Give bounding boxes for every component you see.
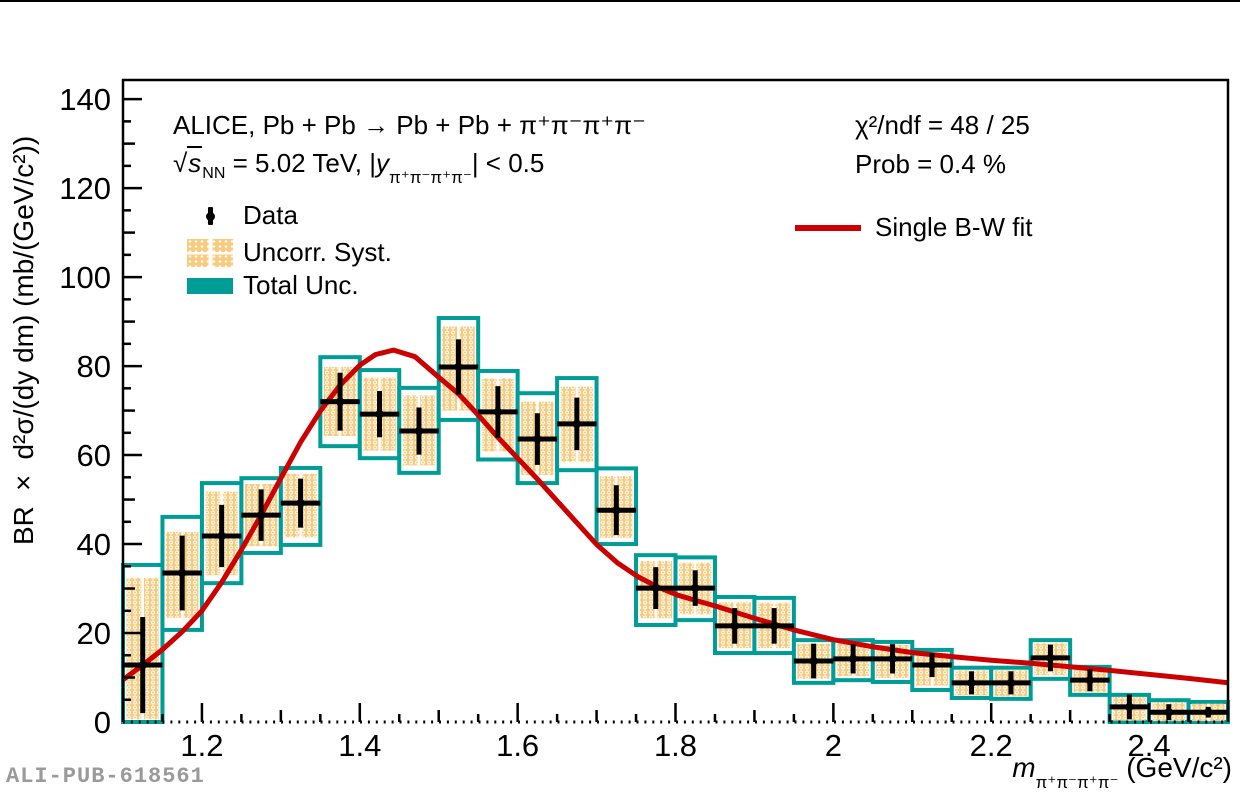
data-marker (927, 660, 937, 670)
data-marker (848, 654, 858, 664)
plot-frame (121, 78, 1230, 722)
data-marker (177, 568, 187, 578)
x-title-subscript: π⁺π⁻π⁺π⁻ (1035, 773, 1119, 792)
y-axis-title: BR × d²σ/(dy dm) (mb/(GeV/c²)) (8, 135, 39, 545)
uncorr-syst-box-icon (187, 238, 233, 267)
data-marker (335, 397, 345, 406)
data-marker (296, 498, 305, 508)
data-marker (493, 407, 503, 417)
x-title-symbol: m (1012, 752, 1036, 783)
y-tick-label: 100 (59, 260, 111, 295)
x-tick-label: 1.2 (180, 728, 223, 763)
sqrt-s: s (187, 146, 203, 178)
data-marker (533, 434, 542, 444)
x-tick-label: 2 (825, 728, 842, 763)
data-marker (256, 510, 266, 520)
data-points (123, 339, 1228, 721)
x-tick-label: 1.6 (496, 728, 539, 763)
annotation-reaction: ALICE, Pb + Pb → Pb + Pb + π⁺π⁻π⁺π⁻ (173, 110, 646, 140)
data-marker (730, 621, 739, 631)
fit-line-icon (795, 224, 861, 231)
legend-item-data: Data (187, 200, 298, 231)
data-marker (1085, 675, 1095, 685)
data-marker (414, 426, 424, 436)
rapidity-symbol: y (376, 148, 389, 178)
legend-total-label: Total Unc. (243, 270, 359, 300)
y-tick-label: 140 (59, 82, 111, 117)
uncertainty-boxes (121, 316, 1231, 725)
sqrt-sign: √ (173, 148, 188, 178)
rapidity-cut: | < 0.5 (471, 148, 545, 178)
chi2-text: χ²/ndf = 48 / 25 (855, 110, 1030, 140)
y-tick-label: 60 (77, 438, 111, 473)
y-tick-label: 20 (77, 616, 111, 651)
x-tick-label: 1.8 (654, 728, 697, 763)
data-marker (572, 419, 582, 429)
data-marker (217, 531, 226, 541)
legend-item-total: Total Unc. (187, 270, 359, 301)
prob-text: Prob = 0.4 % (855, 149, 1007, 179)
data-marker (1006, 678, 1016, 688)
legend-fit-label: Single B-W fit (875, 212, 1033, 242)
watermark-label: ALI-PUB-618561 (6, 764, 205, 789)
total-unc-box-icon (187, 277, 233, 294)
legend-item-fit: Single B-W fit (795, 212, 1033, 243)
data-marker (454, 362, 463, 372)
x-tick-label: 2.4 (1128, 728, 1171, 763)
legend-syst-label: Uncorr. Syst. (243, 237, 392, 267)
data-marker (651, 583, 660, 593)
data-marker (1125, 702, 1134, 712)
y-tick-label: 40 (77, 527, 111, 562)
x-tick-label: 2.2 (970, 728, 1013, 763)
canvas-top-border (0, 0, 1240, 2)
data-marker (1046, 653, 1055, 663)
data-marker (691, 583, 700, 593)
axes: 1.2 1.4 1.6 1.8 2 2.2 2.4 0 20 40 60 80 100 120 140 (59, 78, 1230, 763)
fit-curve-group (123, 347, 1228, 686)
rapidity-subscript: π⁺π⁻π⁺π⁻ (389, 168, 472, 187)
data-marker (809, 656, 818, 666)
x-title-unit: (GeV/c²) (1118, 752, 1232, 783)
y-tick-label: 120 (59, 171, 111, 206)
legend-data-label: Data (243, 200, 298, 230)
annotation-energy: √sNN = 5.02 TeV, |yπ⁺π⁻π⁺π⁻| < 0.5 (173, 146, 545, 188)
data-marker (967, 678, 976, 688)
data-marker (1164, 708, 1174, 717)
energy-text: = 5.02 TeV, | (225, 148, 376, 178)
fit-curve (123, 347, 1228, 686)
data-marker (769, 621, 779, 631)
y-tick-label: 0 (94, 705, 111, 740)
legend-item-syst: Uncorr. Syst. (187, 237, 392, 268)
data-marker (138, 660, 147, 670)
x-tick-label: 1.4 (338, 728, 381, 763)
data-marker (1204, 708, 1213, 717)
sqrt-s-sub: NN (202, 165, 226, 182)
data-marker (888, 654, 897, 664)
data-marker (612, 506, 621, 515)
data-marker-icon (187, 206, 233, 225)
data-marker (375, 409, 384, 419)
x-axis-title: mπ⁺π⁻π⁺π⁻ (GeV/c²) (1012, 752, 1232, 793)
y-tick-label: 80 (77, 349, 111, 384)
